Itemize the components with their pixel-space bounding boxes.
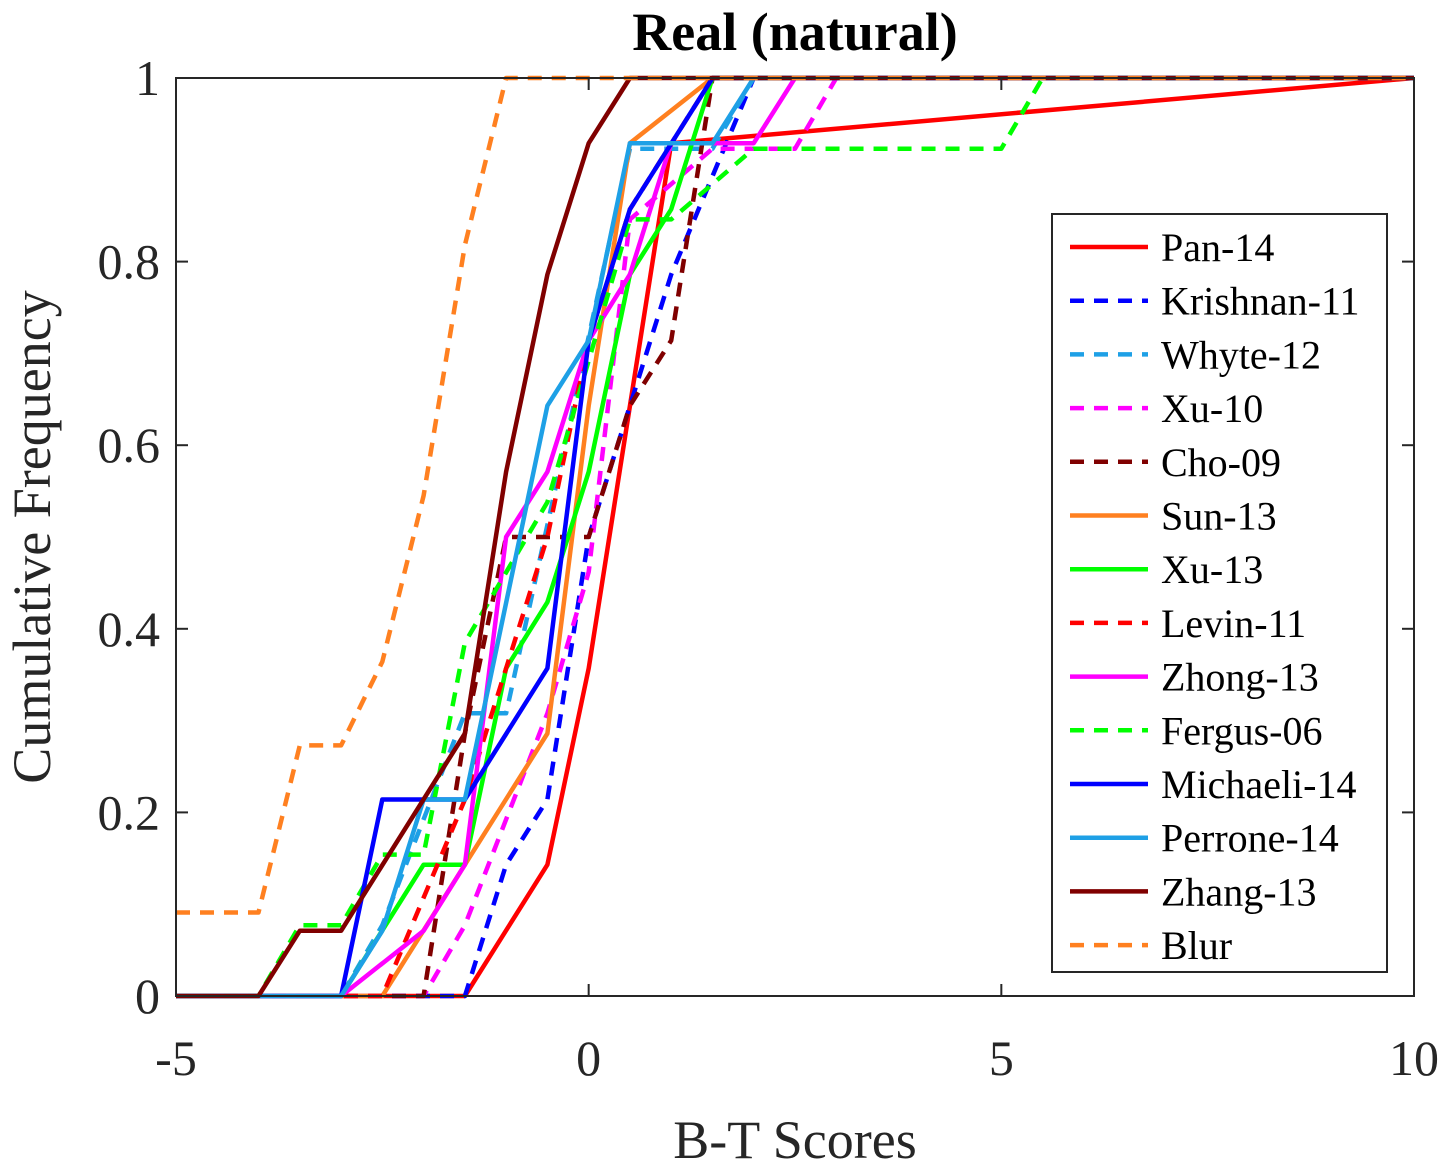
legend-label: Pan-14	[1161, 225, 1274, 270]
legend: Pan-14 Krishnan-11 Whyte-12 Xu-10 Cho-09 Sun-…	[1051, 213, 1388, 973]
series-line-zhang-13	[176, 75, 1414, 999]
legend-label: Xu-10	[1161, 386, 1263, 431]
legend-label: Whyte-12	[1161, 332, 1321, 377]
series-line-krishnan-11	[176, 75, 1414, 999]
series-line-xu-10	[176, 75, 1414, 999]
series-line-xu-13	[176, 75, 1414, 999]
legend-label: Xu-13	[1161, 547, 1263, 592]
y-tick-label: 0.4	[98, 601, 161, 657]
y-tick-label: 0.6	[98, 417, 161, 473]
y-axis-label: Cumulative Frequency	[2, 290, 62, 783]
series-line-sun-13	[176, 75, 1414, 999]
series-layer	[176, 75, 1415, 999]
y-tick-label: 1	[135, 50, 160, 106]
legend-label: Zhang-13	[1161, 869, 1317, 914]
chart-title: Real (natural)	[632, 2, 957, 62]
y-tick-label: 0	[135, 968, 160, 1024]
series-line-blur	[176, 75, 1414, 915]
legend-label: Blur	[1161, 923, 1232, 968]
x-axis-label: B-T Scores	[673, 1110, 916, 1166]
axes-frame	[175, 77, 1415, 997]
y-axis-ticks: 0 0.2 0.4 0.6 0.8 1	[98, 50, 1414, 1024]
legend-box	[1051, 213, 1388, 973]
series-line-fergus-06	[176, 75, 1414, 999]
legend-label: Fergus-06	[1161, 708, 1322, 753]
legend-label: Krishnan-11	[1161, 279, 1359, 324]
legend-label: Levin-11	[1161, 601, 1306, 646]
legend-label: Cho-09	[1161, 440, 1281, 485]
x-axis-ticks: -5 0 5 10	[155, 78, 1439, 1086]
x-tick-label: -5	[155, 1030, 197, 1086]
series-line-zhong-13	[176, 75, 1414, 999]
y-tick-label: 0.8	[98, 234, 161, 290]
legend-label: Michaeli-14	[1161, 762, 1357, 807]
x-tick-label: 10	[1389, 1030, 1439, 1086]
series-line-perrone-14	[176, 75, 1414, 999]
legend-label: Sun-13	[1161, 494, 1277, 539]
plot-area: -5 0 5 10 0 0.2 0.4 0.6 0.8 1	[98, 50, 1440, 1086]
legend-label: Perrone-14	[1161, 816, 1339, 861]
legend-label: Zhong-13	[1161, 655, 1319, 700]
x-tick-label: 5	[989, 1030, 1014, 1086]
series-line-michaeli-14	[176, 75, 1414, 999]
y-tick-label: 0.2	[98, 784, 161, 840]
x-tick-label: 0	[576, 1030, 601, 1086]
